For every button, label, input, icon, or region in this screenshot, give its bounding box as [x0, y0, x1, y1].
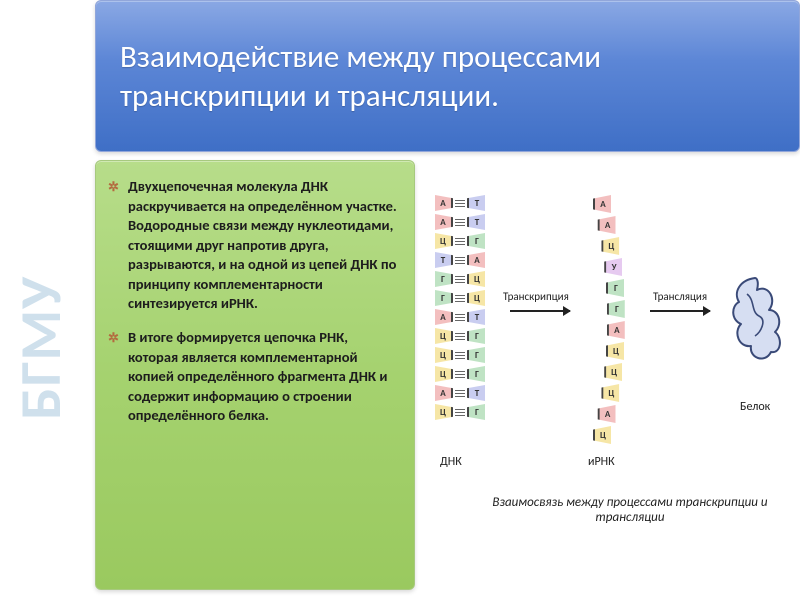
nucleotide: Ц [435, 328, 453, 344]
nucleotide: Г [467, 404, 485, 420]
rna-base: Г [606, 279, 624, 297]
nucleotide: А [435, 214, 453, 230]
rna-base: Ц [606, 342, 624, 360]
nucleotide: У [604, 258, 622, 276]
dna-label: ДНК [440, 455, 462, 469]
rna-base: А [593, 195, 611, 213]
nucleotide: Ц [604, 363, 622, 381]
hydrogen-bond [453, 235, 467, 248]
nucleotide: Г [467, 347, 485, 363]
nucleotide: Г [467, 366, 485, 382]
nucleotide: А [435, 385, 453, 401]
base-pair: ЦГ [435, 366, 485, 382]
hydrogen-bond [453, 349, 467, 362]
bullet-list: Двухцепочечная молекула ДНК раскручивает… [128, 177, 398, 426]
base-pair: АТ [435, 385, 485, 401]
hydrogen-bond [453, 197, 467, 210]
nucleotide: Ц [435, 366, 453, 382]
hydrogen-bond [453, 368, 467, 381]
rna-base: Ц [601, 237, 619, 255]
nucleotide: Ц [606, 342, 624, 360]
nucleotide: А [607, 321, 625, 339]
dna-double-helix: АТАТЦГТАГЦГЦАТЦГЦГЦГАТЦГ [435, 195, 485, 420]
hydrogen-bond [453, 292, 467, 305]
rna-label: иРНК [588, 455, 615, 469]
transcription-translation-diagram: АТАТЦГТАГЦГЦАТЦГЦГЦГАТЦГ ДНК ААЦУГГАЦЦЦА… [425, 175, 795, 525]
arrow-transcription [510, 310, 570, 312]
hydrogen-bond [453, 254, 467, 267]
nucleotide: Ц [435, 233, 453, 249]
protein-label: Белок [740, 400, 770, 414]
nucleotide: А [593, 195, 611, 213]
protein-blob [725, 270, 785, 370]
rna-base: А [598, 405, 616, 423]
nucleotide: Ц [467, 290, 485, 306]
mrna-strand: ААЦУГГАЦЦЦАЦ [593, 195, 611, 444]
nucleotide: А [435, 195, 453, 211]
arrow-label-translation: Трансляция [653, 290, 707, 303]
hydrogen-bond [453, 387, 467, 400]
hydrogen-bond [453, 311, 467, 324]
nucleotide: Ц [435, 404, 453, 420]
nucleotide: А [598, 216, 616, 234]
base-pair: ТА [435, 252, 485, 268]
nucleotide: Г [435, 271, 453, 287]
rna-base: Ц [593, 426, 611, 444]
nucleotide: Г [606, 279, 624, 297]
rna-base: У [604, 258, 622, 276]
nucleotide: Ц [593, 426, 611, 444]
base-pair: АТ [435, 309, 485, 325]
nucleotide: А [467, 252, 485, 268]
rna-base: А [598, 216, 616, 234]
nucleotide: Г [467, 233, 485, 249]
bullet-item: Двухцепочечная молекула ДНК раскручивает… [128, 177, 398, 314]
rna-base: Ц [604, 363, 622, 381]
base-pair: ЦГ [435, 404, 485, 420]
rna-base: А [607, 321, 625, 339]
hydrogen-bond [453, 273, 467, 286]
base-pair: ЦГ [435, 347, 485, 363]
sidebar-institution-label: БГМУ [5, 276, 93, 420]
nucleotide: Т [467, 309, 485, 325]
nucleotide: Г [467, 328, 485, 344]
diagram-caption: Взаимосвязь между процессами транскрипци… [465, 495, 795, 525]
nucleotide: Г [435, 290, 453, 306]
slide-body-panel: Двухцепочечная молекула ДНК раскручивает… [95, 160, 415, 590]
hydrogen-bond [453, 330, 467, 343]
base-pair: ГЦ [435, 271, 485, 287]
nucleotide: А [435, 309, 453, 325]
nucleotide: Ц [601, 237, 619, 255]
slide-title: Взаимодействие между процессами транскри… [120, 38, 775, 116]
rna-base: Ц [601, 384, 619, 402]
bullet-item: В итоге формируется цепочка РНК, которая… [128, 328, 398, 426]
nucleotide: Ц [601, 384, 619, 402]
base-pair: ЦГ [435, 233, 485, 249]
nucleotide: Г [607, 300, 625, 318]
nucleotide: Т [435, 252, 453, 268]
hydrogen-bond [453, 406, 467, 419]
base-pair: ЦГ [435, 328, 485, 344]
slide-title-panel: Взаимодействие между процессами транскри… [95, 0, 800, 152]
nucleotide: Т [467, 214, 485, 230]
base-pair: АТ [435, 195, 485, 211]
nucleotide: Т [467, 385, 485, 401]
base-pair: АТ [435, 214, 485, 230]
nucleotide: Т [467, 195, 485, 211]
hydrogen-bond [453, 216, 467, 229]
nucleotide: Ц [467, 271, 485, 287]
nucleotide: А [598, 405, 616, 423]
arrow-label-transcription: Транскрипция [503, 290, 569, 303]
base-pair: ГЦ [435, 290, 485, 306]
rna-base: Г [607, 300, 625, 318]
nucleotide: Ц [435, 347, 453, 363]
arrow-translation [650, 310, 710, 312]
